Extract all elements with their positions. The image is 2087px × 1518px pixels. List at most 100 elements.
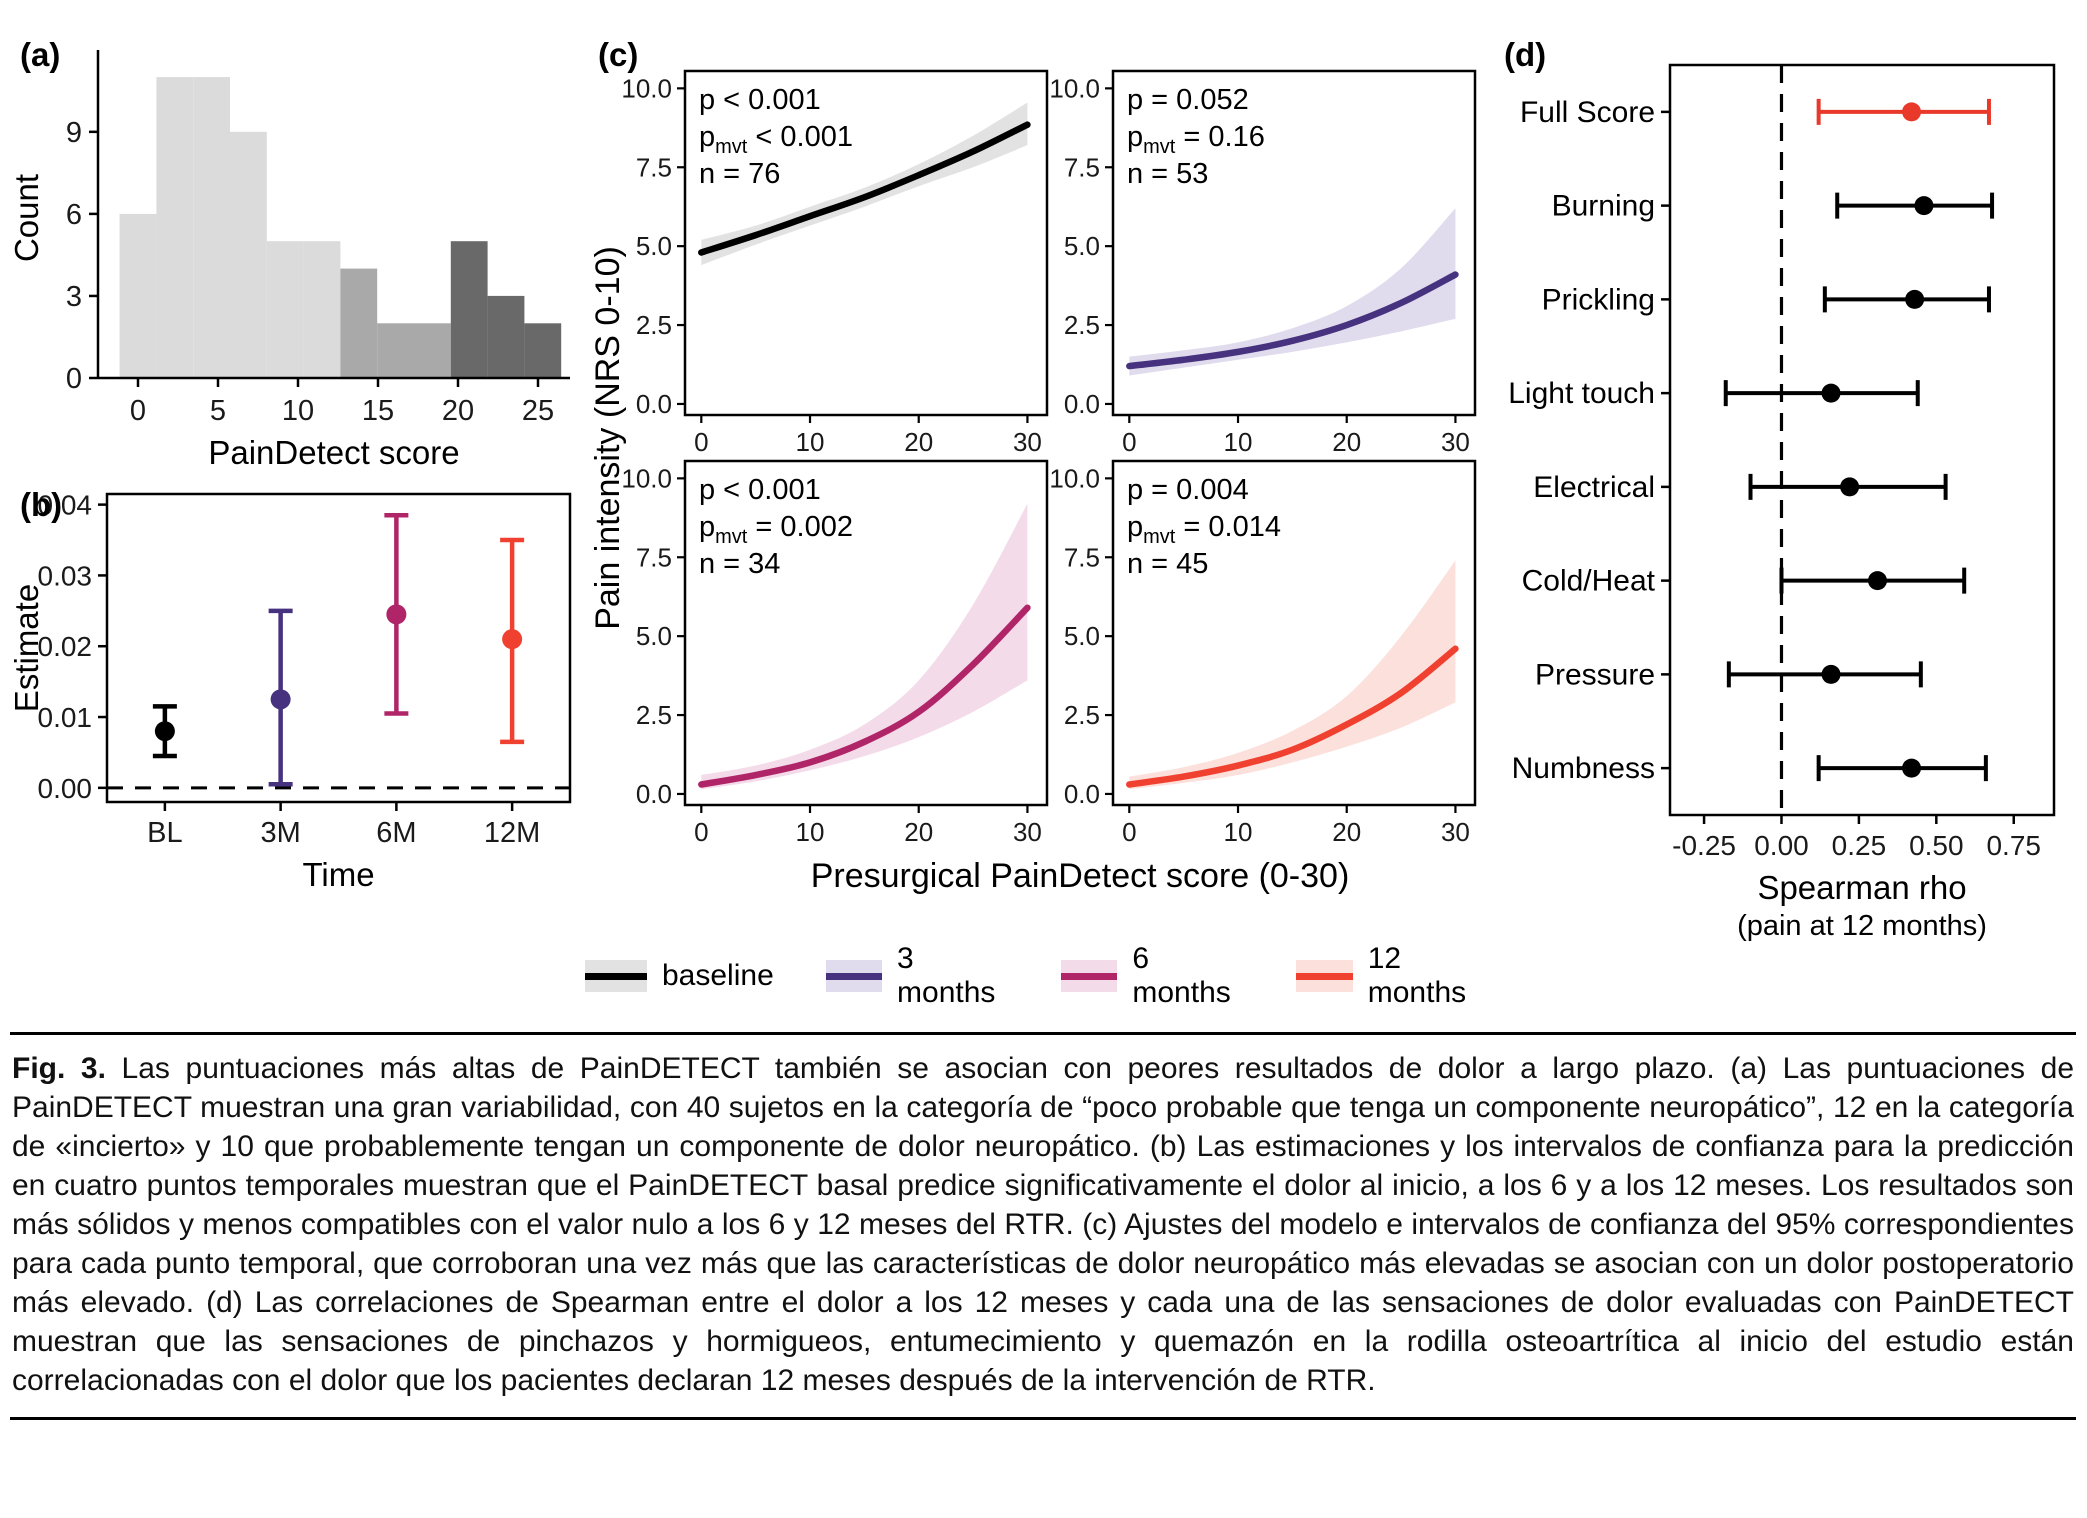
fits-svg: 0.0 2.5 5.0 7.5 10.0 0 10 20 30 p < 0.001 pmvt < 0… [589, 69, 1477, 895]
stat-annotation: n = 34 [699, 548, 780, 580]
x-tick-label: 10 [796, 817, 825, 847]
x-tick-label: 10 [282, 395, 314, 427]
fit-line [698, 121, 1031, 256]
stat-annotation: p < 0.001 [699, 84, 821, 116]
legend-swatch [585, 960, 647, 992]
row-label: Pressure [1535, 658, 1655, 691]
y-tick-label: 10.0 [621, 73, 672, 103]
y-tick-label: 7.5 [636, 152, 672, 182]
stat-annotation: pmvt = 0.002 [699, 511, 853, 548]
y-axis-title: Pain intensity (NRS 0-10) [589, 246, 627, 630]
panel-border [1111, 69, 1477, 417]
histogram-bars [119, 77, 562, 378]
x-tick-label: 10 [796, 427, 825, 457]
stat-annotation: pmvt < 0.001 [699, 121, 853, 158]
panel-border [105, 492, 572, 804]
row-label: Numbness [1512, 752, 1655, 785]
y-tick-label: 0.04 [38, 490, 93, 521]
rho-point [1902, 102, 1922, 122]
estimate-chart: 0.00 0.01 0.02 0.03 0.04 BL 3M 6M 12M Time Estimat… [8, 478, 585, 921]
legend-swatch-line [1061, 972, 1118, 980]
x-tick-label: 0 [694, 817, 708, 847]
x-tick-label: 20 [1332, 817, 1361, 847]
panel-label-a: (a) [20, 36, 61, 73]
y-tick-label: 10.0 [621, 463, 672, 493]
panel-a-histogram: 0 3 6 9 0 5 10 15 20 25 PainDetect score Count [8, 28, 585, 481]
y-tick-label: 10.0 [1049, 463, 1100, 493]
rho-point [1902, 758, 1922, 778]
histogram-bar-unlikely [156, 77, 194, 378]
panel-border [1668, 63, 2056, 817]
model-fit-grid-chart: 0.0 2.5 5.0 7.5 10.0 0 10 20 30 p < 0.001 pmvt < 0… [585, 25, 1495, 935]
legend-label: baseline [662, 959, 774, 992]
y-tick-label: 7.5 [1064, 152, 1100, 182]
stat-annotation: p = 0.004 [1127, 474, 1249, 506]
estimate-point [386, 604, 407, 625]
x-axis-subtitle: (pain at 12 months) [1737, 910, 1987, 942]
forest-chart: Full Score Burning Prickling Light touch Ele… [1498, 25, 2083, 960]
confidence-ribbon [1129, 560, 1456, 790]
x-tick-label: 0.00 [1754, 830, 1809, 861]
legend-swatch [1296, 960, 1353, 992]
legend-swatch [825, 960, 883, 992]
estimate-point [270, 689, 291, 710]
estimate-point [502, 629, 523, 650]
histogram-bar-likely [487, 295, 525, 378]
panel-label-c: (c) [598, 36, 639, 73]
y-tick-label: 0.00 [38, 773, 93, 804]
estimate-svg: 0.00 0.01 0.02 0.03 0.04 BL 3M 6M 12M Time Estimat… [8, 490, 572, 893]
stat-annotation: n = 53 [1127, 158, 1208, 190]
y-tick-label: 2.5 [636, 700, 672, 730]
x-tick-label: 0.25 [1832, 830, 1887, 861]
panel-b-estimates: 0.00 0.01 0.02 0.03 0.04 BL 3M 6M 12M Time Estimat… [8, 478, 585, 921]
panel-c-model-fits: 0.0 2.5 5.0 7.5 10.0 0 10 20 30 p < 0.001 pmvt < 0… [585, 25, 1495, 935]
x-tick-label: -0.25 [1672, 830, 1736, 861]
x-axis-title: Spearman rho [1757, 869, 1966, 906]
x-axis-title: Presurgical PainDetect score (0-30) [811, 857, 1350, 895]
y-tick-label: 0.0 [636, 389, 672, 419]
fit-line [1126, 645, 1459, 788]
panel-border [683, 459, 1049, 807]
panel-d-forest-plot: Full Score Burning Prickling Light touch Ele… [1498, 25, 2083, 960]
x-tick-label: 10 [1224, 817, 1253, 847]
stat-annotation: p = 0.052 [1127, 84, 1249, 116]
x-tick-label: 30 [1441, 427, 1470, 457]
y-tick-label: 0.01 [38, 702, 93, 733]
histogram-bar-likely [450, 241, 488, 378]
x-tick-label: 0.50 [1909, 830, 1964, 861]
histogram-bar-likely [524, 323, 562, 378]
row-label: Prickling [1542, 283, 1655, 316]
histogram-bar-uncertain [340, 268, 378, 378]
legend-label: 3 months [897, 942, 996, 1009]
panel-label-b: (b) [20, 486, 63, 523]
panel-border [1111, 459, 1477, 807]
x-tick-label: 0.75 [1986, 830, 2041, 861]
x-tick-label: 5 [210, 395, 226, 427]
y-tick-label: 5.0 [636, 621, 672, 651]
x-tick-label: 3M [260, 817, 300, 849]
x-tick-label: 0 [1122, 427, 1136, 457]
y-tick-label: 3 [66, 281, 82, 313]
panel-border [683, 69, 1049, 417]
x-tick-label: 20 [904, 427, 933, 457]
stat-annotation: pmvt = 0.16 [1127, 121, 1265, 158]
x-tick-label: 30 [1013, 817, 1042, 847]
x-axis-title: PainDetect score [208, 434, 459, 471]
figure-caption: Fig. 3. Las puntuaciones más altas de Pa… [10, 1032, 2076, 1420]
caption-text: Las puntuaciones más altas de PainDETECT… [12, 1052, 2074, 1397]
histogram-bar-unlikely [230, 131, 267, 378]
y-tick-label: 5.0 [1064, 621, 1100, 651]
panel-label-d: (d) [1504, 36, 1547, 73]
stat-annotation: p < 0.001 [699, 474, 821, 506]
stat-annotation: pmvt = 0.014 [1127, 511, 1281, 548]
y-tick-label: 0.02 [38, 631, 93, 662]
row-label: Electrical [1533, 471, 1655, 504]
x-axis-title: Time [302, 856, 374, 893]
y-tick-label: 6 [66, 199, 82, 231]
row-label: Burning [1552, 190, 1655, 223]
histogram-bar-unlikely [266, 241, 304, 378]
caption-figure-number: Fig. 3. [12, 1052, 106, 1085]
estimate-point [154, 721, 175, 742]
histogram-bar-unlikely [119, 213, 157, 378]
